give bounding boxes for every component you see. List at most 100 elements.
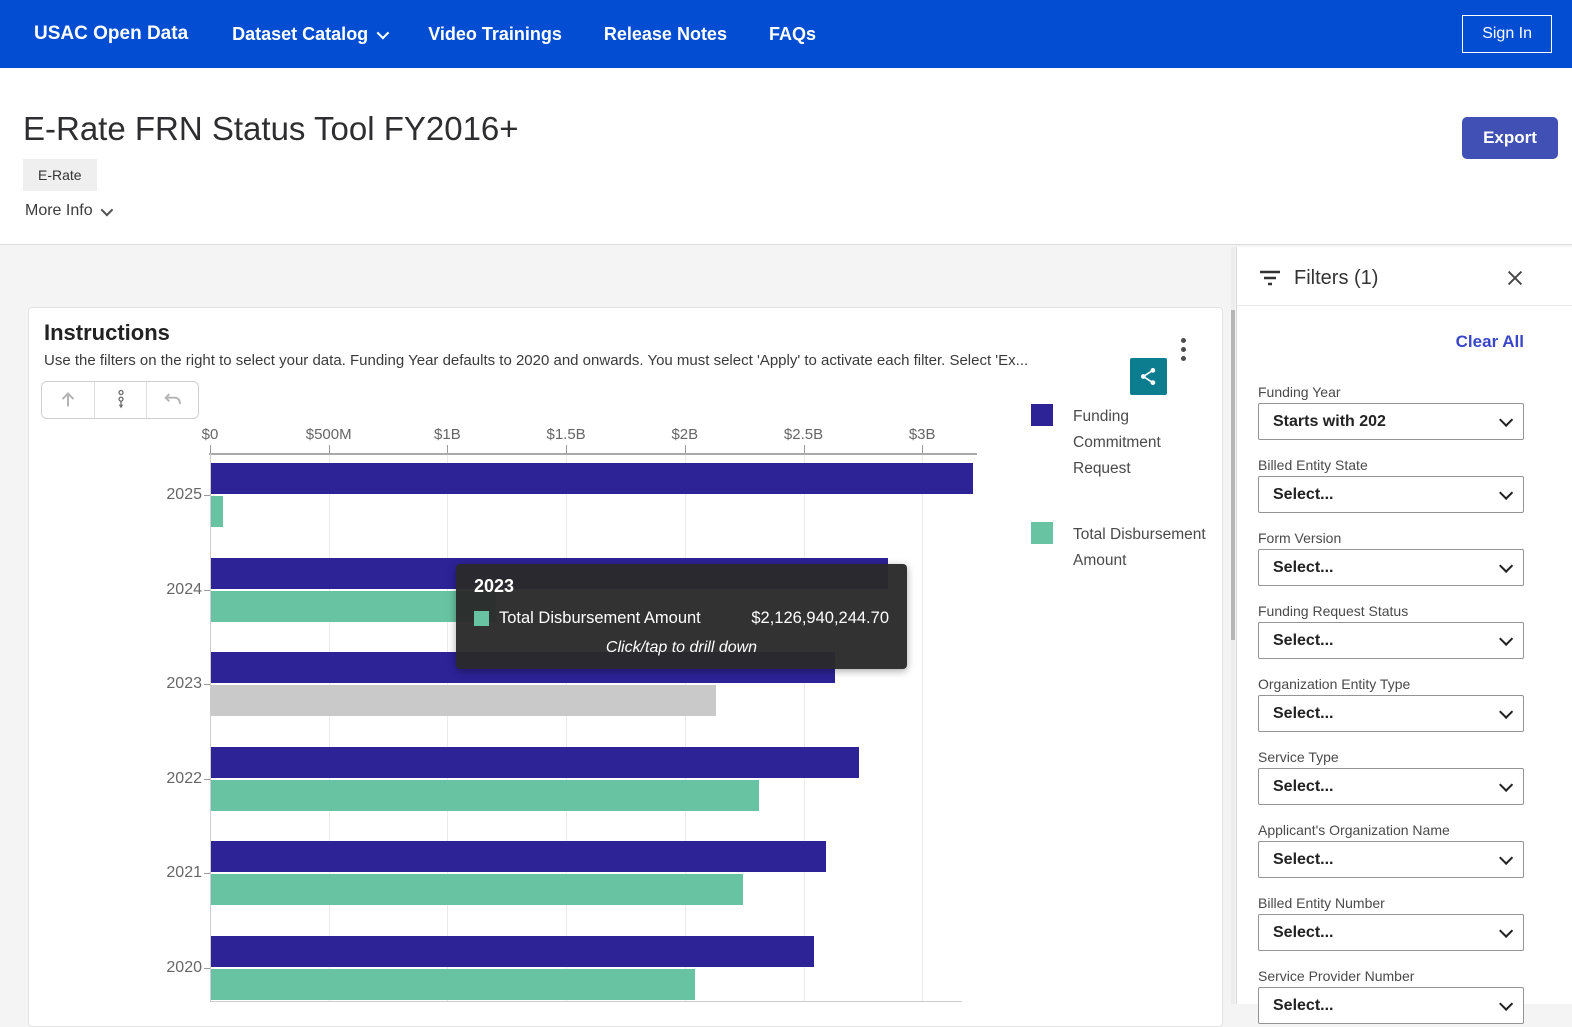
filter-fields: Funding Year Starts with 202 Billed Entity… <box>1237 352 1572 1024</box>
nav-item-label: Dataset Catalog <box>232 24 368 45</box>
bar-2024-total-disbursement-amount[interactable] <box>211 591 496 622</box>
nav-item-release-notes[interactable]: Release Notes <box>604 24 727 45</box>
gridline <box>447 455 448 1001</box>
filters-scrollbar-thumb[interactable] <box>1231 310 1235 640</box>
filter-label: Service Provider Number <box>1258 968 1524 984</box>
nav-item-label: Video Trainings <box>428 24 562 45</box>
bar-2025-funding-commitment-request[interactable] <box>211 463 973 494</box>
nav-item-label: FAQs <box>769 24 816 45</box>
category-tag-erate[interactable]: E-Rate <box>23 159 97 191</box>
filter-selected-value: Select... <box>1273 486 1333 504</box>
x-axis-tick-mark <box>566 445 567 453</box>
chevron-down-icon <box>1499 558 1513 572</box>
filter-label: Form Version <box>1258 530 1524 546</box>
filter-select-funding-year[interactable]: Starts with 202 <box>1258 403 1524 440</box>
filter-group-applicant-s-organization-name: Applicant's Organization Name Select... <box>1258 822 1524 878</box>
y-axis-tick-mark <box>204 495 210 496</box>
x-axis-tick-label: $3B <box>909 426 936 443</box>
x-axis-tick-label: $1B <box>434 426 461 443</box>
clear-all-filters-button[interactable]: Clear All <box>1456 332 1524 352</box>
filter-group-billed-entity-state: Billed Entity State Select... <box>1258 457 1524 513</box>
tooltip-year: 2023 <box>474 576 889 597</box>
chevron-down-icon <box>1499 485 1513 499</box>
filters-header: Filters (1) <box>1237 247 1572 306</box>
filter-label: Funding Request Status <box>1258 603 1524 619</box>
x-axis-tick-label: $2B <box>671 426 698 443</box>
filter-group-service-type: Service Type Select... <box>1258 749 1524 805</box>
filter-label: Funding Year <box>1258 384 1524 400</box>
filter-select-billed-entity-state[interactable]: Select... <box>1258 476 1524 513</box>
filter-group-funding-request-status: Funding Request Status Select... <box>1258 603 1524 659</box>
nav-item-label: Release Notes <box>604 24 727 45</box>
tooltip-drill-hint: Click/tap to drill down <box>474 639 889 657</box>
gridline <box>685 455 686 1001</box>
chevron-down-icon <box>1499 631 1513 645</box>
filter-label: Service Type <box>1258 749 1524 765</box>
filter-select-applicant-s-organization-name[interactable]: Select... <box>1258 841 1524 878</box>
legend-label: Funding Commitment Request <box>1073 404 1216 482</box>
bar-2021-funding-commitment-request[interactable] <box>211 841 826 872</box>
bar-2022-total-disbursement-amount[interactable] <box>211 780 759 811</box>
filter-selected-value: Select... <box>1273 559 1333 577</box>
bar-2023-total-disbursement-amount[interactable] <box>211 685 716 716</box>
nav-item-dataset-catalog[interactable]: Dataset Catalog <box>232 24 386 45</box>
filter-group-funding-year: Funding Year Starts with 202 <box>1258 384 1524 440</box>
tooltip-series-swatch <box>474 611 489 626</box>
filters-panel: Filters (1) Clear All Funding Year Starts… <box>1236 247 1572 1004</box>
filter-selected-value: Select... <box>1273 705 1333 723</box>
filter-select-service-provider-number[interactable]: Select... <box>1258 987 1524 1024</box>
x-axis-tick-mark <box>804 445 805 453</box>
y-axis-label-2021: 2021 <box>142 864 202 882</box>
filter-select-billed-entity-number[interactable]: Select... <box>1258 914 1524 951</box>
filter-selected-value: Select... <box>1273 851 1333 869</box>
more-info-label: More Info <box>25 202 93 220</box>
brand-usac-open-data[interactable]: USAC Open Data <box>34 23 188 45</box>
chevron-down-icon <box>1499 777 1513 791</box>
filter-select-service-type[interactable]: Select... <box>1258 768 1524 805</box>
chevron-down-icon <box>1499 704 1513 718</box>
y-axis-line <box>210 453 211 1001</box>
nav-item-video-trainings[interactable]: Video Trainings <box>428 24 562 45</box>
y-axis-tick-mark <box>204 873 210 874</box>
filters-close-button[interactable] <box>1502 265 1528 291</box>
filter-select-funding-request-status[interactable]: Select... <box>1258 622 1524 659</box>
export-button[interactable]: Export <box>1462 117 1558 159</box>
filter-select-organization-entity-type[interactable]: Select... <box>1258 695 1524 732</box>
bar-2022-funding-commitment-request[interactable] <box>211 747 859 778</box>
bar-2021-total-disbursement-amount[interactable] <box>211 874 743 905</box>
bar-2025-total-disbursement-amount[interactable] <box>211 496 223 527</box>
legend-swatch <box>1031 404 1053 426</box>
filter-icon <box>1258 268 1282 288</box>
x-axis-tick-label: $2.5B <box>784 426 823 443</box>
x-axis-line <box>209 453 977 455</box>
x-axis-tick-label: $1.5B <box>546 426 585 443</box>
legend-item-total-disbursement-amount: Total Disbursement Amount <box>1031 522 1216 574</box>
y-axis-label-2024: 2024 <box>142 581 202 599</box>
gridline <box>922 455 923 1001</box>
filters-title: Filters (1) <box>1294 267 1378 290</box>
gridline <box>566 455 567 1001</box>
gridline <box>329 455 330 1001</box>
chevron-down-icon <box>1499 923 1513 937</box>
bar-2020-total-disbursement-amount[interactable] <box>211 969 695 1000</box>
more-info-toggle[interactable]: More Info <box>25 202 110 220</box>
nav-menu: Dataset Catalog Video Trainings Release No… <box>232 24 858 45</box>
filter-select-form-version[interactable]: Select... <box>1258 549 1524 586</box>
nav-item-faqs[interactable]: FAQs <box>769 24 816 45</box>
y-axis-label-2020: 2020 <box>142 959 202 977</box>
filter-selected-value: Select... <box>1273 997 1333 1015</box>
x-axis-tick-mark <box>210 445 211 453</box>
filter-selected-value: Select... <box>1273 924 1333 942</box>
x-axis-bottom-line <box>210 1001 962 1002</box>
filter-label: Billed Entity State <box>1258 457 1524 473</box>
x-axis-tick-label: $500M <box>306 426 352 443</box>
chart-legend: Funding Commitment Request Total Disburse… <box>1031 404 1216 614</box>
y-axis-tick-mark <box>204 684 210 685</box>
sign-in-button[interactable]: Sign In <box>1462 15 1552 53</box>
filter-selected-value: Select... <box>1273 632 1333 650</box>
filter-label: Applicant's Organization Name <box>1258 822 1524 838</box>
filter-label: Billed Entity Number <box>1258 895 1524 911</box>
chevron-down-icon <box>1499 996 1513 1010</box>
filter-selected-value: Select... <box>1273 778 1333 796</box>
bar-2020-funding-commitment-request[interactable] <box>211 936 814 967</box>
